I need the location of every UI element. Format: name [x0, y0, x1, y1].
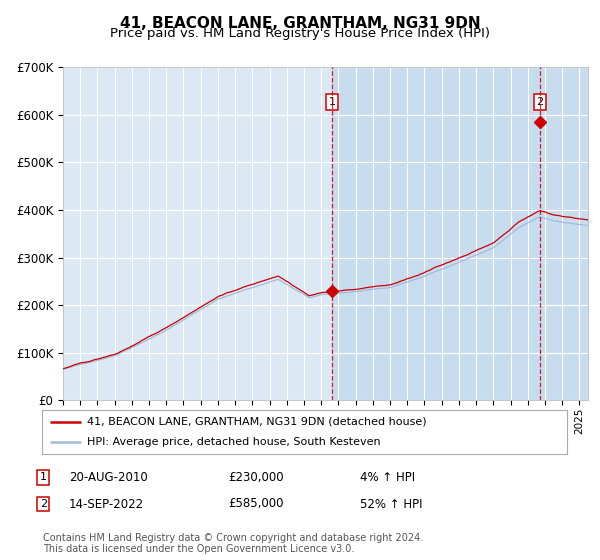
Text: This data is licensed under the Open Government Licence v3.0.: This data is licensed under the Open Gov… — [43, 544, 355, 554]
Text: 41, BEACON LANE, GRANTHAM, NG31 9DN (detached house): 41, BEACON LANE, GRANTHAM, NG31 9DN (det… — [86, 417, 426, 427]
Text: 2: 2 — [536, 97, 544, 107]
Text: 20-AUG-2010: 20-AUG-2010 — [69, 470, 148, 484]
Text: £585,000: £585,000 — [228, 497, 284, 511]
Text: Price paid vs. HM Land Registry's House Price Index (HPI): Price paid vs. HM Land Registry's House … — [110, 27, 490, 40]
Text: 52% ↑ HPI: 52% ↑ HPI — [360, 497, 422, 511]
Text: HPI: Average price, detached house, South Kesteven: HPI: Average price, detached house, Sout… — [86, 437, 380, 447]
Text: 41, BEACON LANE, GRANTHAM, NG31 9DN: 41, BEACON LANE, GRANTHAM, NG31 9DN — [119, 16, 481, 31]
Text: 14-SEP-2022: 14-SEP-2022 — [69, 497, 144, 511]
Text: 1: 1 — [40, 472, 47, 482]
Text: 1: 1 — [329, 97, 335, 107]
Bar — [332, 67, 588, 400]
Text: 4% ↑ HPI: 4% ↑ HPI — [360, 470, 415, 484]
Text: Contains HM Land Registry data © Crown copyright and database right 2024.: Contains HM Land Registry data © Crown c… — [43, 533, 424, 543]
Text: 2: 2 — [40, 499, 47, 509]
Text: £230,000: £230,000 — [228, 470, 284, 484]
